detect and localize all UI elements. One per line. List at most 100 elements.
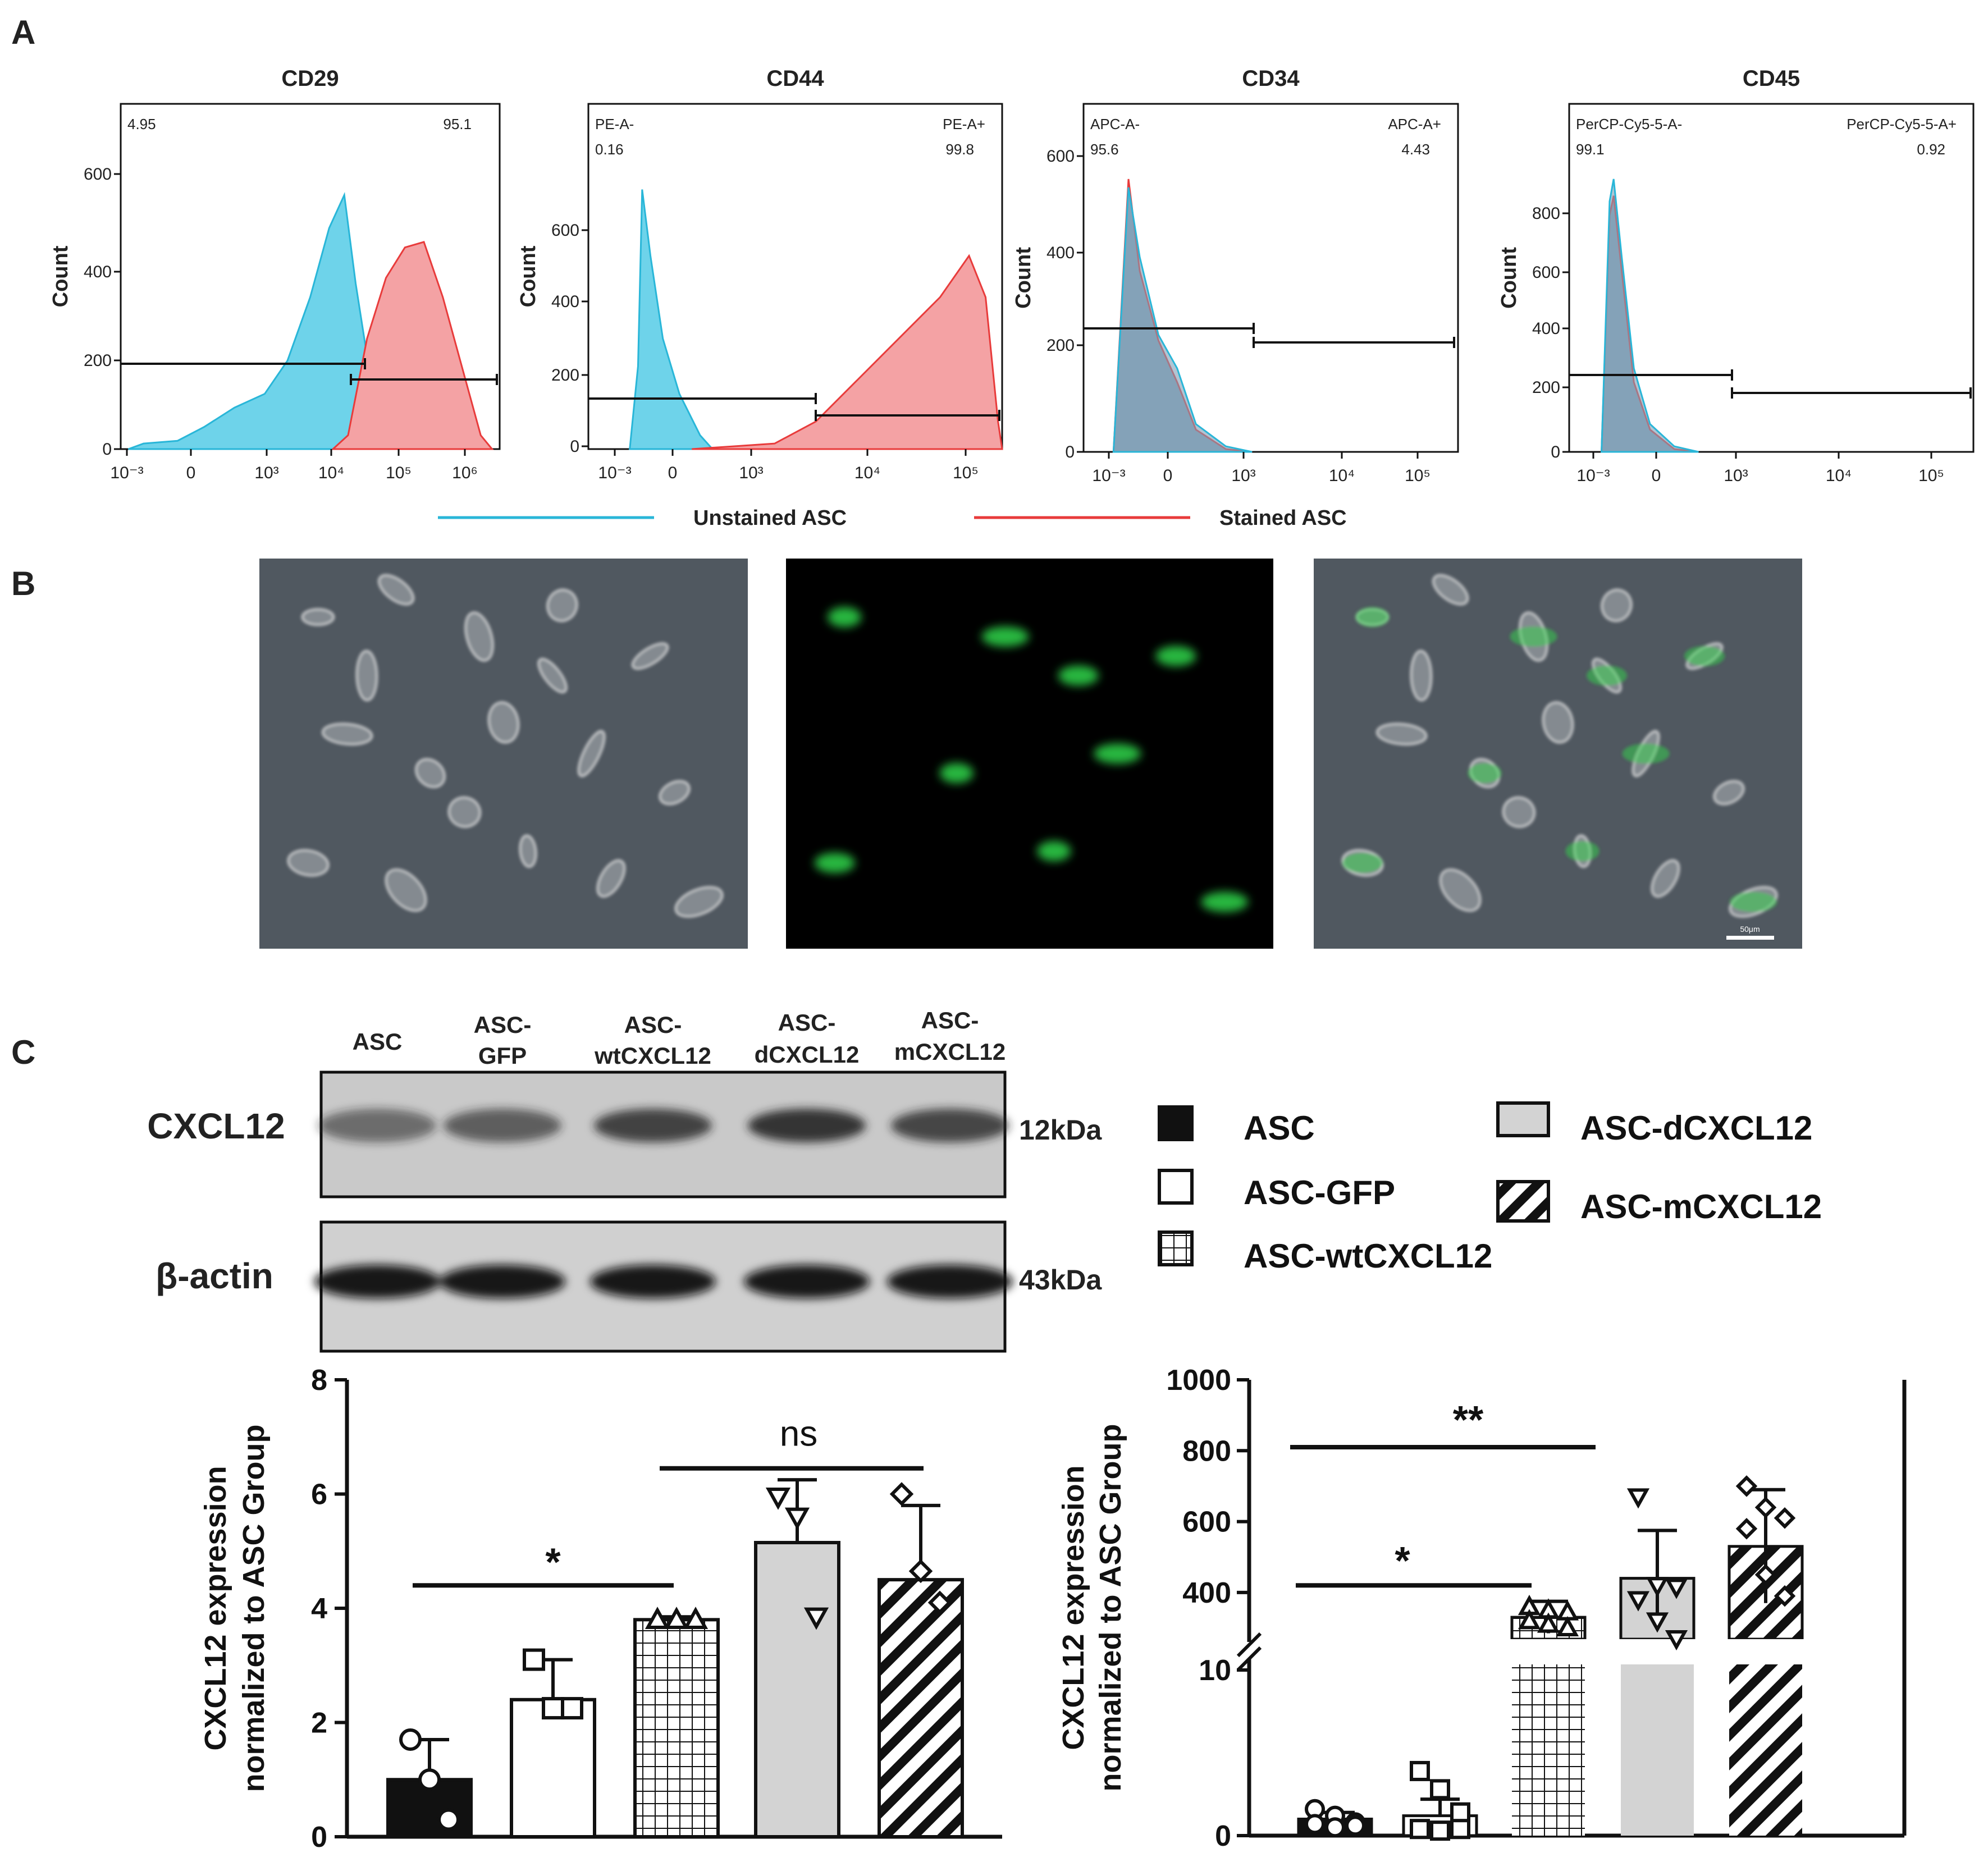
data-point (1556, 1616, 1579, 1636)
bar-asc-mcxcl12-lower (1729, 1664, 1802, 1836)
y-tick-label: 0 (102, 440, 112, 459)
lane-label-d-2: dCXCL12 (755, 1041, 860, 1068)
x-tick-label: 10⁴ (854, 464, 880, 482)
gate-value-positive: 99.8 (945, 141, 974, 158)
gate-value-negative: 0.16 (595, 141, 624, 158)
gfp-cell (1058, 665, 1099, 686)
curve-unstained (1601, 179, 1699, 453)
legend-swatch-asc-wt (1158, 1230, 1194, 1266)
cell (1432, 574, 1469, 606)
gate-value-negative: 99.1 (1576, 141, 1605, 158)
y-tick-label: 10 (1199, 1654, 1231, 1687)
gate-label-negative: APC-A- (1090, 116, 1140, 132)
legend-swatch-asc-m (1496, 1180, 1550, 1223)
panel-letter-b: B (11, 565, 35, 602)
histogram-title: CD29 (281, 66, 339, 91)
x-tick-label: 0 (186, 464, 196, 482)
cell (1713, 780, 1745, 805)
gfp-cell (1622, 743, 1670, 764)
axis-break-gap (1510, 1639, 1587, 1664)
gfp-cell (1355, 607, 1390, 628)
gfp-cell (828, 607, 862, 628)
cell (1542, 701, 1574, 744)
data-point (437, 1808, 460, 1831)
x-tick-label: 10⁻³ (1576, 466, 1610, 485)
x-tick-label: 10⁴ (318, 464, 344, 482)
data-point (399, 1728, 422, 1751)
lane-label-wt-1: ASC- (624, 1012, 682, 1038)
legend-label-asc-d: ASC-dCXCL12 (1580, 1109, 1812, 1147)
y-tick-label: 400 (551, 292, 579, 311)
protein-label-cxcl12: CXCL12 (147, 1106, 285, 1146)
cell (596, 859, 626, 898)
gate-label-negative: PE-A- (595, 116, 634, 132)
data-point (1735, 1475, 1758, 1497)
y-tick-label: 800 (1532, 204, 1560, 223)
x-tick-label: 10⁴ (1329, 466, 1355, 485)
data-point (765, 1487, 791, 1510)
curve-stained (692, 254, 1003, 450)
cell (415, 758, 446, 788)
scale-bar (1726, 936, 1774, 940)
bar-asc-dcxcl12-lower (1621, 1664, 1694, 1836)
flow-legend: Unstained ASC Stained ASC (438, 506, 1347, 530)
micrograph-fluorescence (786, 559, 1273, 949)
data-point (908, 1559, 933, 1584)
data-point (664, 1607, 689, 1629)
x-tick-label: 10⁵ (386, 464, 412, 482)
axis-break-gap (1619, 1639, 1696, 1664)
y-axis-label: Count (1497, 247, 1521, 309)
x-tick-label: 10⁻³ (110, 464, 143, 482)
gate-label-negative: PerCP-Cy5-5-A- (1576, 116, 1682, 132)
data-point (561, 1697, 583, 1720)
band-cxcl12 (444, 1109, 561, 1142)
cell (488, 701, 519, 744)
band-beta-actin (887, 1265, 1013, 1298)
band-cxcl12 (594, 1109, 712, 1142)
band-beta-actin (440, 1265, 565, 1298)
legend-label-unstained: Unstained ASC (693, 506, 847, 530)
data-point (784, 1507, 810, 1530)
x-tick-label: 10⁴ (1826, 466, 1852, 485)
data-point (1646, 1577, 1669, 1598)
x-tick-label: 10⁵ (1405, 466, 1431, 485)
lane-label-m-1: ASC- (921, 1007, 979, 1033)
bar-asc-gfp (510, 1698, 596, 1839)
cell (355, 650, 378, 701)
data-point (645, 1607, 670, 1629)
cell (1651, 859, 1680, 898)
data-point (1665, 1579, 1688, 1599)
legend-swatch-asc-d (1496, 1101, 1550, 1137)
legend-label-asc: ASC (1244, 1109, 1315, 1147)
cell (578, 730, 606, 777)
gate-value-positive: 95.1 (443, 116, 472, 132)
histogram-title: CD34 (1242, 66, 1300, 91)
curve-unstained (1112, 187, 1253, 453)
data-point (1754, 1497, 1777, 1518)
data-point (927, 1590, 952, 1615)
lane-label-asc: ASC (353, 1028, 403, 1055)
y-tick-label: 2 (311, 1707, 327, 1740)
lane-label-m-2: mCXCL12 (894, 1038, 1006, 1065)
axis-break-mark (1236, 1646, 1262, 1672)
y-tick-label: 400 (1046, 244, 1075, 262)
data-point (1665, 1630, 1688, 1651)
histogram-title: CD45 (1743, 66, 1800, 91)
histogram-cd44: CD44 PE-A- PE-A+ 0.16 99.8 0 200 400 600 Count 10⁻… (517, 66, 1003, 482)
legend-label-asc-gfp: ASC-GFP (1244, 1174, 1395, 1211)
gfp-cell (1510, 626, 1557, 647)
gate-value-positive: 4.43 (1401, 141, 1430, 158)
data-point (1754, 1564, 1777, 1586)
bar-asc-wtcxcl12 (633, 1618, 720, 1839)
gfp-cell (1468, 763, 1502, 784)
y-axis-label: CXCL12 expression (1057, 1465, 1090, 1750)
y-tick-label: 0 (1551, 443, 1560, 461)
data-point (1410, 1760, 1430, 1781)
x-tick-label: 10⁶ (452, 464, 478, 482)
data-point (1410, 1819, 1430, 1840)
data-point (1518, 1609, 1541, 1630)
lane-label-d-1: ASC- (778, 1009, 836, 1036)
x-tick-label: 10⁵ (1918, 466, 1944, 485)
gfp-cell (1037, 841, 1071, 862)
gate-label-positive: PerCP-Cy5-5-A+ (1847, 116, 1957, 132)
